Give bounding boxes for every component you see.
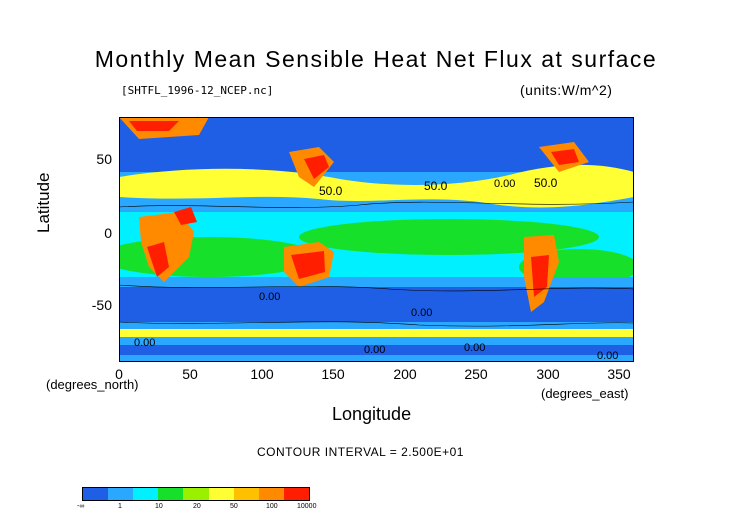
east-africa-max [174, 207, 197, 225]
heat-flux-map: 50.0 50.0 50.0 0.00 0.00 0.00 0.00 0.00 … [119, 117, 634, 362]
plot-title: Monthly Mean Sensible Heat Net Flux at s… [94, 46, 658, 72]
contour-label: 0.00 [464, 342, 485, 354]
x-tick-label: 50 [182, 366, 198, 382]
x-tick-label: 350 [607, 366, 631, 382]
antarctic-cold-band [119, 345, 634, 355]
colorbar-segment [183, 488, 209, 500]
africa-flux [139, 212, 194, 282]
contour-label: 0.00 [259, 291, 280, 303]
contour-label: 0.00 [597, 350, 618, 362]
colorbar-segment [108, 488, 134, 500]
south-africa-max [147, 242, 169, 277]
contour-label: 0.00 [411, 307, 432, 319]
source-file-label: [SHTFL_1996-12_NCEP.nc] [121, 84, 274, 97]
colorbar-segment [83, 488, 109, 500]
colorbar-tick-label: 20 [193, 503, 201, 510]
contour-label: 0.00 [364, 344, 385, 356]
antarctic-zone [119, 322, 634, 362]
contour-label: 50.0 [319, 184, 343, 198]
colorbar-tick-label: 1 [118, 503, 122, 510]
x-tick-label: 0 [115, 366, 123, 382]
colorbar-tick-label: 10 [155, 503, 163, 510]
southern-ocean-cold-zone [119, 287, 634, 322]
colorbar-segment [258, 488, 284, 500]
south-america-max [531, 255, 549, 297]
y-tick-label: 50 [96, 151, 112, 167]
colorbar-tick-label: 100 [266, 503, 278, 510]
colorbar-segment [158, 488, 184, 500]
colorbar-segment [133, 488, 159, 500]
colorbar-tick-label: 50 [230, 503, 238, 510]
colorbar-tick-label: -∞ [77, 503, 85, 510]
x-tick-label: 300 [536, 366, 560, 382]
northern-land-flux [119, 164, 634, 208]
antarctic-warm-band [119, 329, 634, 337]
y-tick-label: 0 [104, 225, 112, 241]
colorbar-segment [208, 488, 234, 500]
y-axis-label: Latitude [34, 172, 53, 234]
contour-label: 50.0 [424, 179, 448, 193]
x-tick-label: 100 [250, 366, 274, 382]
units-label: (units:W/m^2) [520, 82, 613, 98]
colorbar-segment [283, 488, 309, 500]
east-asia-max [304, 155, 329, 179]
x-tick-label: 250 [464, 366, 488, 382]
contour-label: 50.0 [534, 176, 558, 190]
contour-line [119, 321, 634, 327]
contour-interval-label: CONTOUR INTERVAL = 2.500E+01 [257, 445, 464, 459]
arctic-max [129, 121, 179, 131]
x-axis-label: Longitude [332, 404, 412, 424]
colorbar-segment [233, 488, 259, 500]
australia-max [291, 251, 325, 279]
contour-line [119, 284, 634, 292]
x-tick-label: 150 [321, 366, 345, 382]
colorbar [82, 487, 310, 501]
x-tick-label: 200 [393, 366, 417, 382]
colorbar-tick-label: 10000 [297, 503, 317, 510]
map-frame [119, 117, 634, 362]
contour-label: 0.00 [494, 178, 515, 190]
contour-line [119, 201, 634, 208]
y-tick-label: -50 [91, 297, 112, 313]
north-atlantic-max [551, 149, 579, 165]
contour-label: 0.00 [134, 337, 155, 349]
y-axis-unit-label: (degrees_north) [46, 377, 139, 392]
x-axis-unit-label: (degrees_east) [541, 386, 629, 401]
